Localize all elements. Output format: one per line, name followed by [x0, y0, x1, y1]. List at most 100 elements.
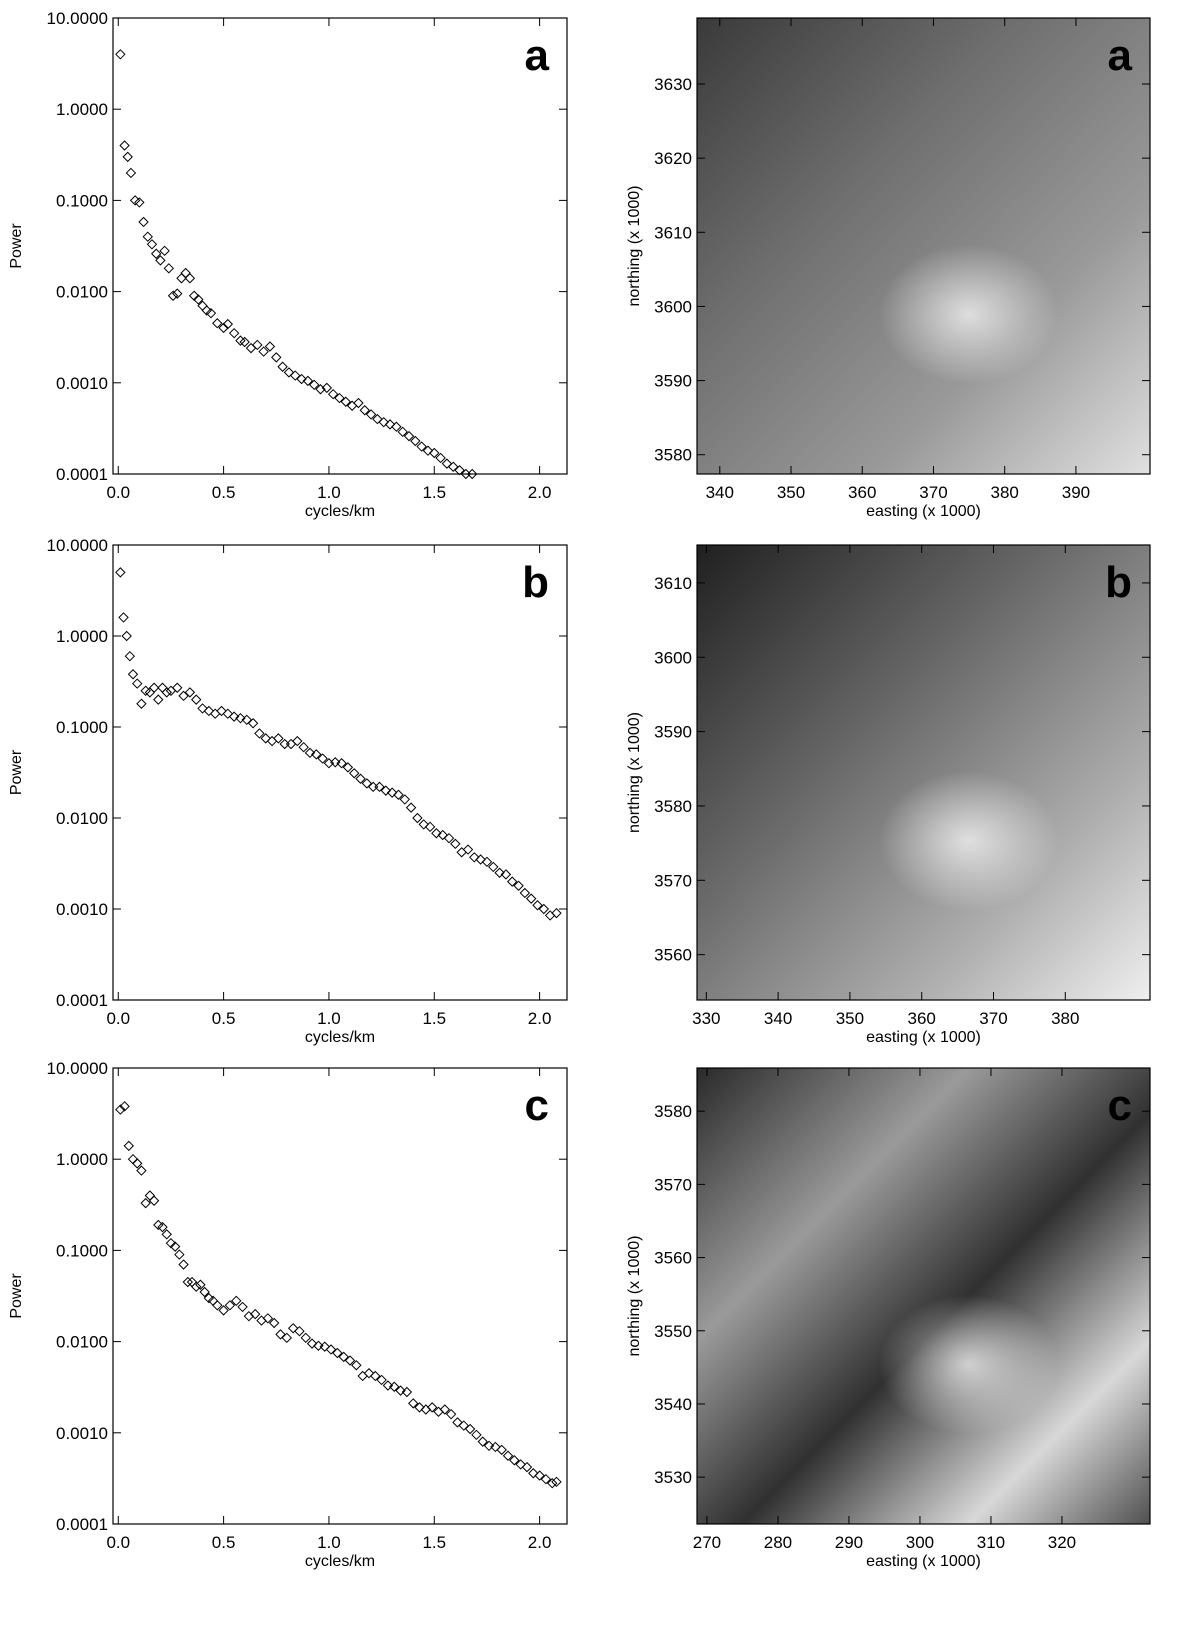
data-point	[521, 1461, 533, 1473]
data-point	[513, 880, 524, 891]
y-tick-label: 0.0010	[56, 1424, 108, 1443]
y-tick-label: 0.0001	[56, 1515, 108, 1534]
data-point	[283, 367, 295, 378]
data-point	[136, 1165, 147, 1176]
x-tick-label: 300	[906, 1533, 934, 1552]
plot-frame	[112, 1067, 568, 1525]
data-point	[157, 682, 168, 693]
data-point	[429, 447, 440, 459]
data-point	[191, 694, 202, 705]
data-point	[441, 458, 453, 469]
data-point	[249, 1308, 261, 1320]
data-point	[418, 819, 429, 830]
data-point	[119, 140, 130, 151]
data-point	[401, 1386, 413, 1398]
x-tick-label: 1.0	[317, 1533, 341, 1552]
panel-label: b	[1105, 558, 1132, 607]
data-point	[483, 1440, 495, 1452]
x-tick-label: 340	[706, 483, 734, 502]
data-point	[287, 1323, 299, 1334]
data-point	[140, 685, 151, 696]
data-point	[165, 685, 177, 696]
plot-frame	[696, 544, 1151, 1001]
data-point	[448, 461, 459, 472]
data-point	[159, 245, 170, 257]
data-point	[306, 1338, 318, 1349]
x-tick-label: 2.0	[528, 483, 552, 502]
data-point	[488, 861, 499, 873]
data-point	[408, 1398, 419, 1409]
data-point	[271, 352, 282, 363]
data-point	[397, 426, 408, 438]
y-tick-label: 0.0001	[56, 991, 108, 1010]
data-point	[547, 1478, 558, 1489]
data-point	[235, 335, 246, 346]
y-tick-label: 10.0000	[47, 9, 108, 28]
data-point	[119, 1101, 130, 1112]
panel-label: b	[522, 558, 549, 607]
x-axis-title: cycles/km	[305, 1029, 375, 1046]
x-tick-label: 0.5	[212, 483, 236, 502]
x-axis-title: cycles/km	[305, 1553, 375, 1570]
x-axis-title: easting (x 1000)	[866, 1029, 981, 1046]
data-point	[344, 1355, 356, 1366]
data-point	[122, 151, 133, 163]
y-tick-label: 3570	[654, 871, 692, 890]
x-tick-label: 320	[1048, 1533, 1076, 1552]
data-point	[327, 388, 339, 400]
data-point	[180, 267, 191, 279]
data-point	[161, 1229, 172, 1240]
x-axis-title: cycles/km	[305, 503, 375, 520]
data-point	[209, 708, 221, 719]
y-tick-label: 0.0010	[56, 374, 108, 393]
data-point	[471, 1429, 482, 1441]
data-point	[439, 1404, 451, 1415]
data-point	[376, 1374, 387, 1386]
plot-frame	[696, 1067, 1151, 1525]
panel-label: c	[1108, 1081, 1132, 1130]
data-point	[195, 1279, 206, 1290]
data-point	[115, 49, 126, 60]
data-point	[391, 421, 402, 432]
y-tick-label: 0.0100	[56, 809, 108, 828]
data-point	[292, 735, 303, 747]
data-point	[437, 829, 448, 841]
data-point	[290, 370, 301, 381]
data-point	[132, 1158, 143, 1169]
data-point	[165, 1237, 177, 1249]
y-tick-label: 3600	[654, 648, 692, 667]
y-tick-label: 3580	[654, 446, 692, 465]
data-point	[403, 430, 415, 442]
data-point	[275, 1329, 286, 1340]
data-point	[239, 336, 250, 348]
data-point	[150, 248, 162, 259]
data-point	[298, 741, 309, 753]
x-tick-label: 280	[764, 1533, 792, 1552]
data-point	[532, 900, 543, 911]
data-point	[399, 794, 410, 805]
data-point	[477, 1436, 488, 1447]
data-point	[167, 290, 179, 301]
x-tick-label: 340	[764, 1009, 792, 1028]
data-point	[325, 1344, 337, 1355]
x-axis-title: easting (x 1000)	[866, 1553, 981, 1570]
data-point	[502, 1450, 514, 1461]
data-point	[136, 698, 147, 709]
data-point	[426, 1402, 438, 1413]
data-point	[123, 1140, 135, 1152]
data-point	[515, 1459, 526, 1470]
y-axis-title: northing (x 1000)	[626, 712, 643, 833]
data-point	[203, 705, 215, 717]
terrain-highlight	[878, 1294, 1059, 1435]
data-point	[174, 1249, 185, 1260]
x-axis-title: easting (x 1000)	[866, 503, 981, 520]
y-tick-label: 0.0010	[56, 900, 108, 919]
data-point	[370, 1370, 381, 1382]
data-point	[509, 1455, 520, 1466]
data-point	[308, 379, 320, 391]
data-point	[178, 690, 189, 702]
y-tick-label: 1.0000	[56, 100, 108, 119]
y-tick-label: 3630	[654, 75, 692, 94]
data-point	[507, 876, 518, 887]
y-tick-label: 10.0000	[47, 1059, 108, 1078]
